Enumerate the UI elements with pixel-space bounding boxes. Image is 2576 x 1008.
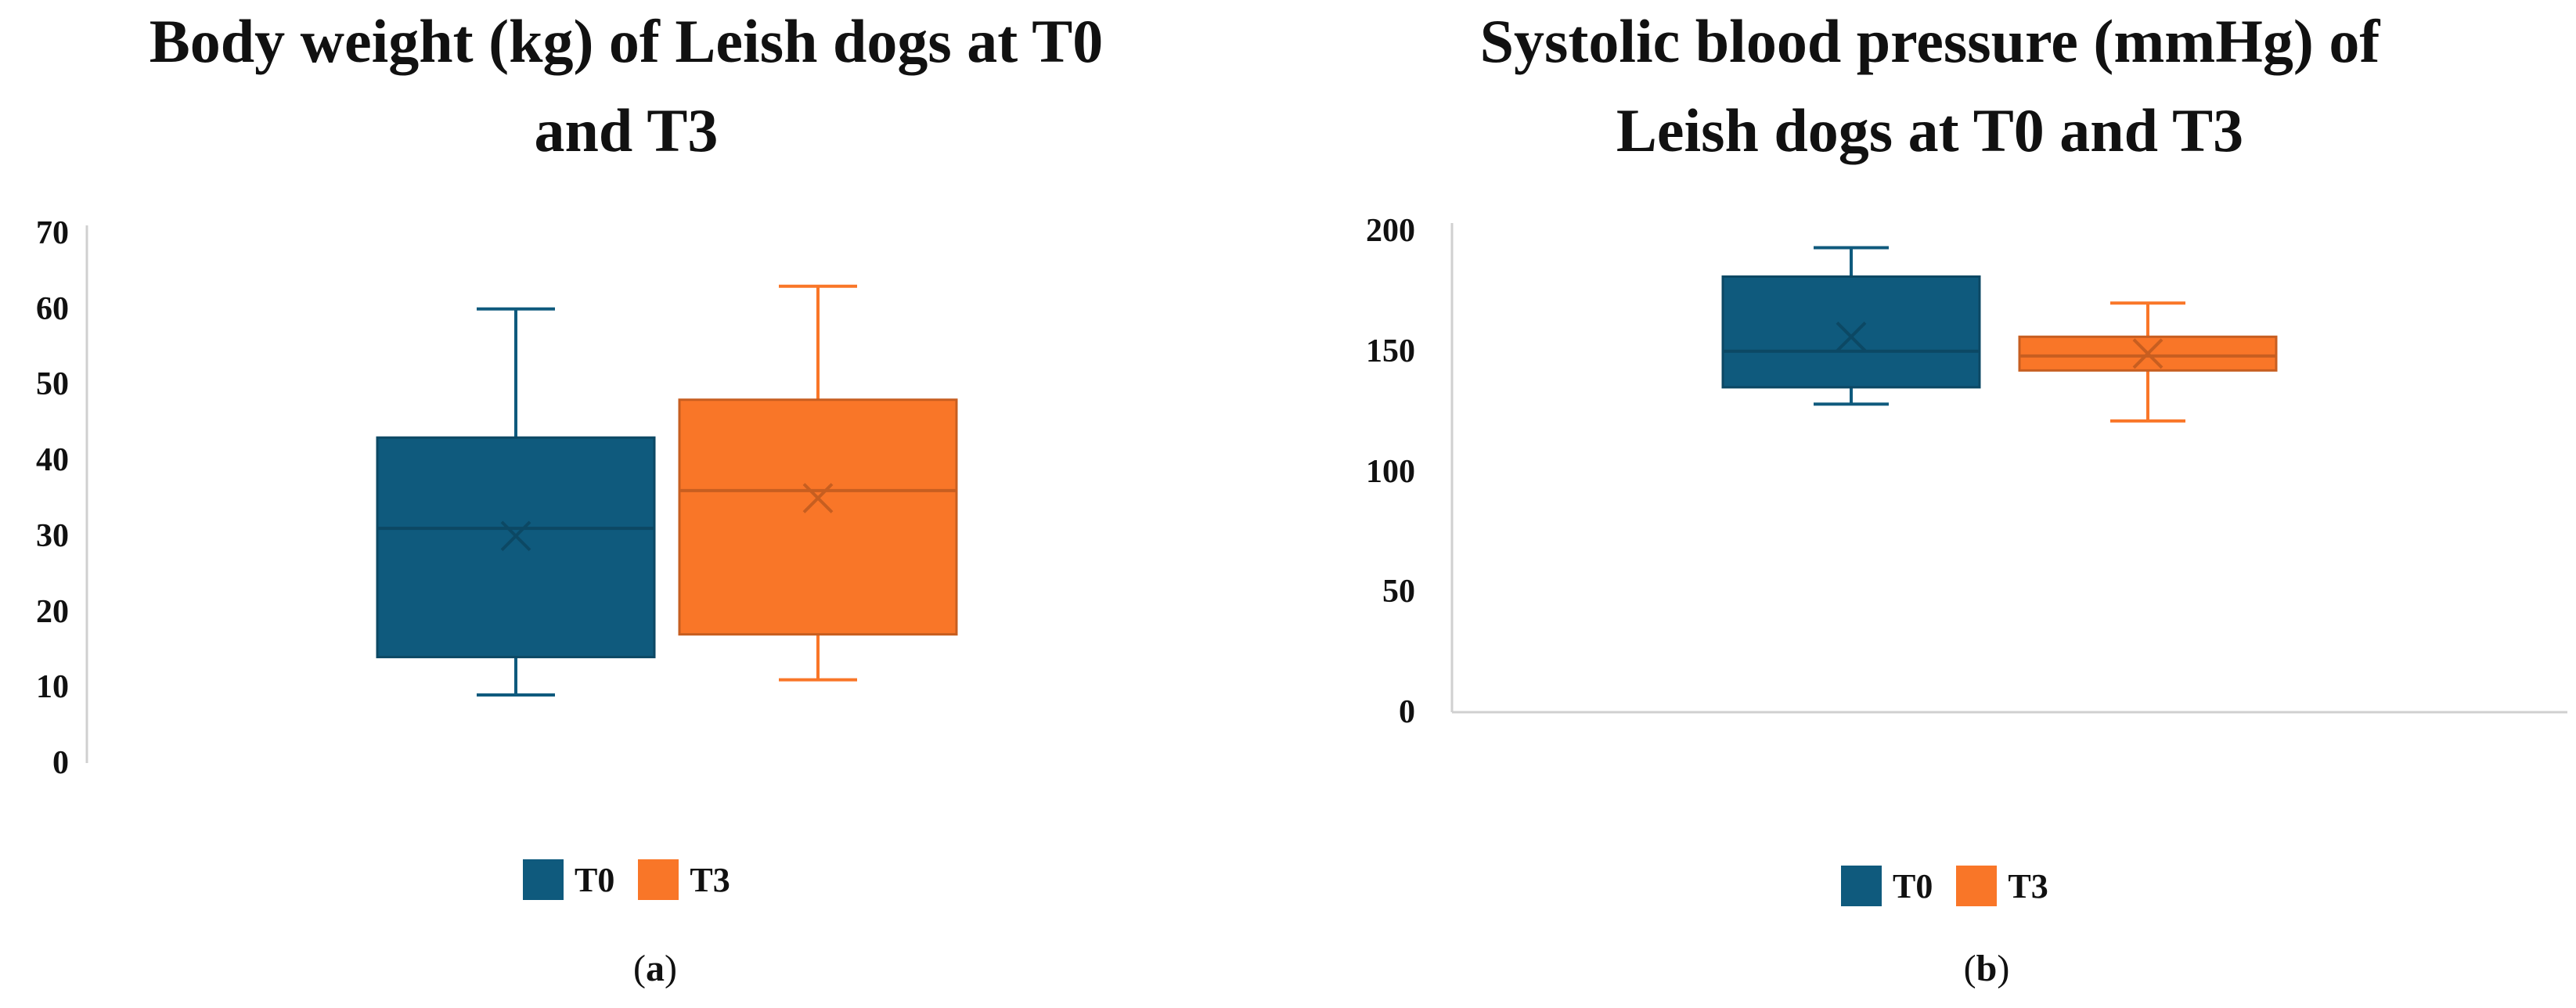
y-tick-label: 70 bbox=[36, 215, 69, 251]
legend-label-t3: T3 bbox=[690, 860, 730, 899]
legend-item-t0: T0 bbox=[523, 859, 614, 900]
chart-title-line-1: Systolic blood pressure (mmHg) of bbox=[1479, 7, 2380, 75]
y-tick-label: 60 bbox=[36, 290, 69, 327]
chart-title-line-2: and T3 bbox=[534, 96, 719, 164]
legend-item-t3: T3 bbox=[1956, 866, 2048, 906]
box-t3 bbox=[2018, 301, 2278, 423]
chart-title-line-2: Leish dogs at T0 and T3 bbox=[1616, 96, 2244, 164]
box-t3 bbox=[678, 284, 958, 682]
legend-swatch-t3 bbox=[638, 859, 679, 900]
plot-area bbox=[85, 225, 958, 763]
legend: T0 T3 bbox=[1841, 866, 2048, 906]
y-tick-label: 200 bbox=[1366, 213, 1415, 249]
y-tick-label: 40 bbox=[36, 442, 69, 479]
box-t0 bbox=[376, 307, 656, 697]
legend-label-t0: T0 bbox=[575, 860, 615, 899]
caption-a: (a) bbox=[633, 948, 677, 989]
caption-b: (b) bbox=[1963, 948, 2010, 989]
chart-panel-b: Systolic blood pressure (mmHg) of Leish … bbox=[1284, 0, 2576, 1008]
y-tick-label: 30 bbox=[36, 517, 69, 554]
y-tick-label: 150 bbox=[1366, 333, 1415, 369]
mean-marker bbox=[1836, 321, 1867, 352]
plot-area bbox=[1450, 223, 2567, 714]
legend-swatch-t0 bbox=[1841, 866, 1882, 906]
y-tick-label: 50 bbox=[36, 366, 69, 403]
y-tick-label: 100 bbox=[1366, 453, 1415, 490]
legend-swatch-t0 bbox=[523, 859, 564, 900]
legend: T0 T3 bbox=[523, 859, 730, 900]
y-tick-label: 50 bbox=[1382, 574, 1415, 610]
chart-title-line-1: Body weight (kg) of Leish dogs at T0 bbox=[149, 7, 1104, 75]
mean-marker bbox=[802, 483, 834, 513]
legend-label-t0: T0 bbox=[1893, 866, 1933, 905]
legend-item-t0: T0 bbox=[1841, 866, 1933, 906]
mean-marker bbox=[2132, 338, 2163, 369]
mean-marker bbox=[500, 520, 531, 552]
legend-item-t3: T3 bbox=[638, 859, 730, 900]
y-tick-label: 20 bbox=[36, 593, 69, 630]
y-tick-label: 0 bbox=[1399, 694, 1415, 730]
y-tick-label: 10 bbox=[36, 669, 69, 706]
box-t0 bbox=[1721, 246, 1981, 406]
box-iqr bbox=[376, 436, 656, 659]
box-iqr bbox=[678, 398, 958, 636]
y-tick-label: 0 bbox=[52, 745, 69, 781]
chart-panel-a: Body weight (kg) of Leish dogs at T0 and… bbox=[0, 0, 1252, 1008]
box-iqr bbox=[1721, 275, 1981, 389]
legend-swatch-t3 bbox=[1956, 866, 1998, 906]
legend-label-t3: T3 bbox=[2008, 866, 2048, 905]
